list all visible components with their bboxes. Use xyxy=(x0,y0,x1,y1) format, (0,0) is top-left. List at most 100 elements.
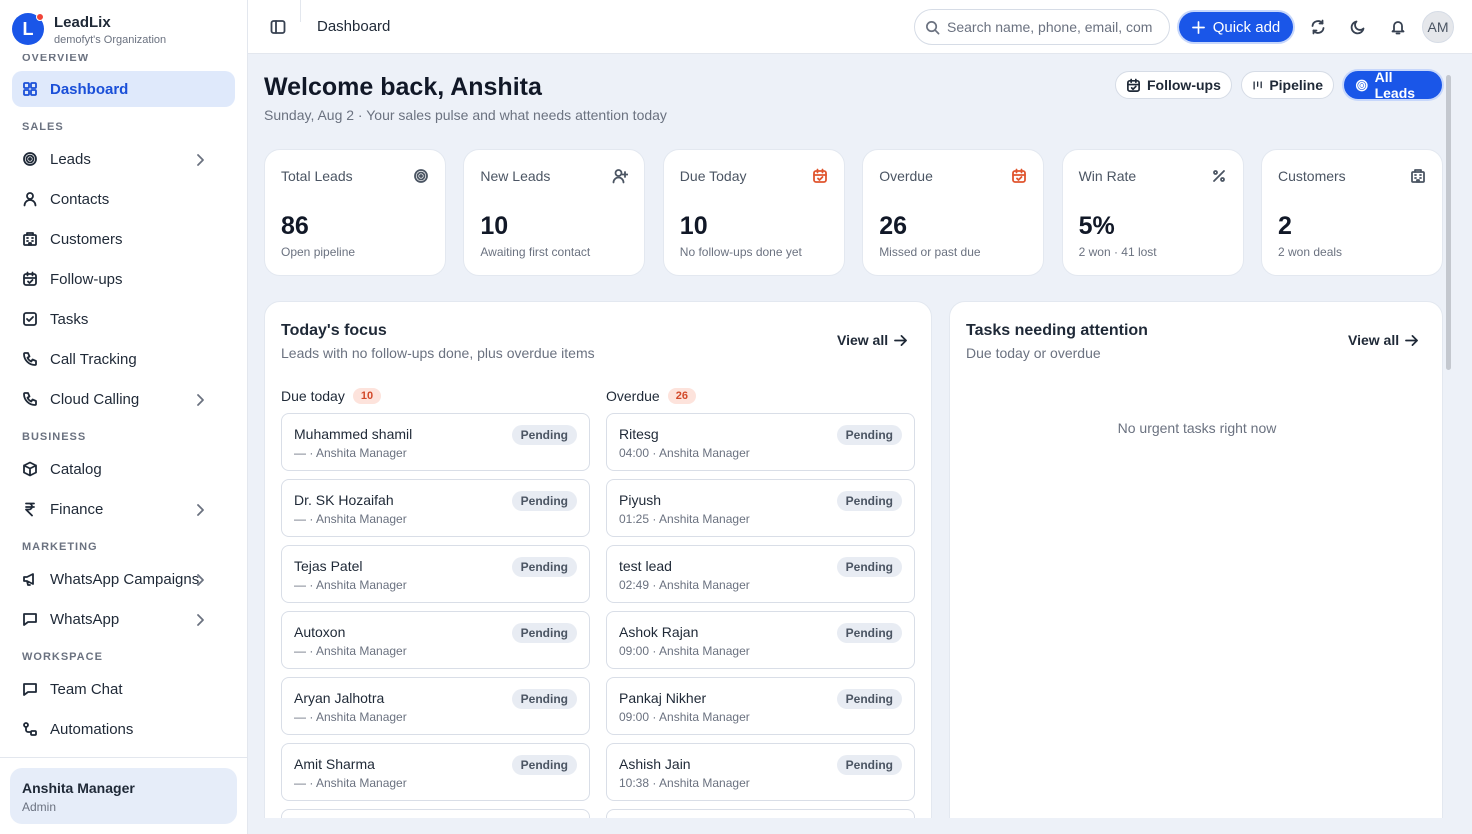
header-button[interactable]: All Leads xyxy=(1344,69,1442,101)
nav-label: Catalog xyxy=(50,460,102,478)
megaphone-icon xyxy=(23,573,34,586)
refresh[interactable] xyxy=(1310,19,1326,35)
nav-item[interactable]: Catalog xyxy=(12,451,235,487)
chat-icon xyxy=(23,683,37,696)
calendar-icon xyxy=(1012,168,1027,183)
nav-item[interactable]: Automations xyxy=(12,711,235,747)
lead-row[interactable]: Autoxon — · Anshita Manager Pending xyxy=(281,611,590,669)
header-button[interactable]: Follow-ups xyxy=(1115,71,1232,99)
tasks-view-all[interactable]: View all xyxy=(1348,332,1419,348)
avatar[interactable]: AM xyxy=(1422,11,1454,43)
lead-row[interactable]: Ashok Rajan 09:00 · Anshita Manager Pendin… xyxy=(606,611,915,669)
lead-row[interactable]: Ritesg 04:00 · Anshita Manager Pending xyxy=(606,413,915,471)
stat-value: 26 xyxy=(879,212,907,240)
search[interactable]: Search name, phone, email, com xyxy=(914,9,1170,45)
nav-item[interactable]: Contacts xyxy=(12,181,235,217)
header-button[interactable]: Pipeline xyxy=(1241,71,1334,99)
app-name: LeadLix xyxy=(54,14,111,31)
nav-item[interactable]: Cloud Calling xyxy=(12,381,235,417)
stat-caption: 2 won · 41 lost xyxy=(1078,245,1157,259)
stat-value: 10 xyxy=(480,212,509,240)
nav-label: Follow-ups xyxy=(50,270,123,288)
nav-label: Team Chat xyxy=(50,680,123,698)
tasks-title: Tasks needing attention xyxy=(966,322,1148,339)
lead-row[interactable]: Muhammed shamil — · Anshita Manager Pendin… xyxy=(281,413,590,471)
stat-label: New Leads xyxy=(480,168,551,184)
nav-item[interactable]: WhatsApp Campaigns xyxy=(12,561,235,597)
chev-icon xyxy=(197,504,204,516)
building-icon xyxy=(1411,169,1425,183)
tasks-subtitle: Due today or overdue xyxy=(966,345,1101,361)
lead-row[interactable]: Piyush 01:25 · Anshita Manager Pending xyxy=(606,479,915,537)
stat-card: Due Today 10 No follow-ups done yet xyxy=(662,149,845,276)
stat-label: Due Today xyxy=(679,168,747,184)
quick-add-label: Quick add xyxy=(1212,18,1281,36)
user-name: Anshita Manager xyxy=(22,780,135,796)
nav-item[interactable]: Tasks xyxy=(12,301,235,337)
nav-item[interactable]: Leads xyxy=(12,141,235,177)
rupee-icon xyxy=(25,502,35,517)
useradd-icon xyxy=(612,169,629,184)
user-role: Admin xyxy=(22,800,57,814)
nav-item[interactable]: Dashboard xyxy=(12,71,235,107)
theme[interactable] xyxy=(1350,19,1366,35)
lead-meta: — · Anshita Manager xyxy=(294,776,407,790)
sidebar-toggle[interactable] xyxy=(270,19,286,35)
lead-status: Pending xyxy=(836,755,902,775)
nav-item[interactable]: Customers xyxy=(12,221,235,257)
chev-icon xyxy=(197,614,204,626)
lead-status: Pending xyxy=(511,755,577,775)
focus-view-all[interactable]: View all xyxy=(837,332,908,348)
box-icon xyxy=(23,461,37,477)
lead-meta: 01:25 · Anshita Manager xyxy=(619,512,750,526)
nav: OVERVIEW Dashboard SALES Leads Contacts Custo… xyxy=(0,54,247,757)
lead-row[interactable]: Tejas Patel — · Anshita Manager Pending xyxy=(281,545,590,603)
lead-meta: 09:00 · Anshita Manager xyxy=(619,644,750,658)
flow-icon xyxy=(23,722,37,736)
column-title: Due today xyxy=(281,388,345,404)
stat-card: Overdue 26 Missed or past due xyxy=(862,149,1045,276)
lead-row[interactable]: test lead 02:49 · Anshita Manager Pending xyxy=(606,545,915,603)
lead-name: Piyush xyxy=(619,492,662,508)
lead-meta: 02:49 · Anshita Manager xyxy=(619,578,750,592)
chev-icon xyxy=(197,154,204,166)
lead-row[interactable]: Amit Sharma — · Anshita Manager Pending xyxy=(281,743,590,801)
stat-caption: 2 won deals xyxy=(1278,245,1343,259)
grid-icon xyxy=(23,82,37,96)
nav-section-title: MARKETING xyxy=(22,541,98,553)
lead-status: Pending xyxy=(511,623,577,643)
page-bottom xyxy=(248,818,1472,834)
org-name: demofyt's Organization xyxy=(54,34,167,46)
quick-add[interactable]: Quick add xyxy=(1179,12,1293,42)
nav-item[interactable]: Call Tracking xyxy=(12,341,235,377)
nav-item[interactable]: Finance xyxy=(12,491,235,527)
user-card[interactable]: Anshita Manager Admin xyxy=(10,768,237,824)
separator xyxy=(300,0,301,22)
focus-subtitle: Leads with no follow-ups done, plus over… xyxy=(281,345,595,361)
lead-status: Pending xyxy=(836,491,902,511)
column-header: Due today 10 xyxy=(281,388,382,404)
nav-section-title: SALES xyxy=(22,121,64,133)
stat-label: Total Leads xyxy=(281,168,353,184)
lead-name: Amit Sharma xyxy=(294,756,375,772)
nav-item[interactable]: Follow-ups xyxy=(12,261,235,297)
tasks-empty: No urgent tasks right now xyxy=(1117,420,1277,436)
nav-item[interactable]: Team Chat xyxy=(12,671,235,707)
lead-row[interactable]: Dr. SK Hozaifah — · Anshita Manager Pendin… xyxy=(281,479,590,537)
avatar-initials: AM xyxy=(1427,19,1449,35)
lead-status: Pending xyxy=(836,425,902,445)
logo-dot xyxy=(36,13,44,21)
stat-caption: Open pipeline xyxy=(281,245,356,259)
lead-status: Pending xyxy=(511,689,577,709)
chev-icon xyxy=(197,574,204,586)
lead-row[interactable]: Pankaj Nikher 09:00 · Anshita Manager Pend… xyxy=(606,677,915,735)
notifications[interactable] xyxy=(1390,19,1406,35)
lead-row[interactable]: Ashish Jain 10:38 · Anshita Manager Pendin… xyxy=(606,743,915,801)
phone-icon xyxy=(23,392,37,406)
stat-card: New Leads 10 Awaiting first contact xyxy=(463,149,646,276)
lead-row[interactable]: Aryan Jalhotra — · Anshita Manager Pending xyxy=(281,677,590,735)
arrow-icon xyxy=(1405,334,1419,346)
phone-icon xyxy=(23,352,37,366)
stat-value: 5% xyxy=(1078,212,1115,240)
nav-item[interactable]: WhatsApp xyxy=(12,601,235,637)
